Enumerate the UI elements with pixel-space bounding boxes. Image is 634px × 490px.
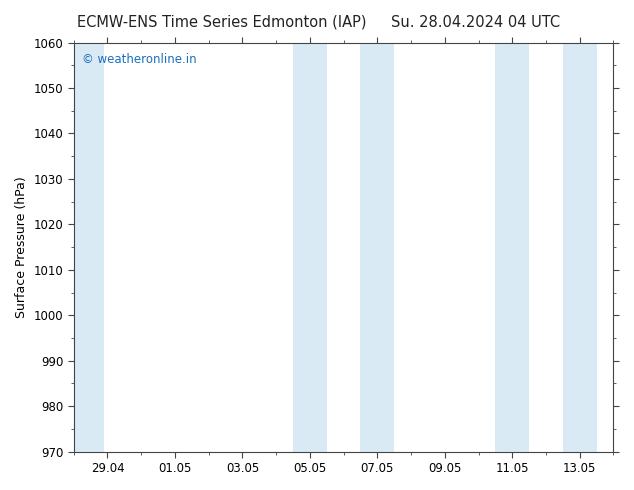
Text: ECMW-ENS Time Series Edmonton (IAP): ECMW-ENS Time Series Edmonton (IAP) [77,15,366,30]
Text: Su. 28.04.2024 04 UTC: Su. 28.04.2024 04 UTC [391,15,560,30]
Bar [293,43,327,452]
Y-axis label: Surface Pressure (hPa): Surface Pressure (hPa) [15,176,28,318]
Bar [495,43,529,452]
Bar [74,43,104,452]
Bar [361,43,394,452]
Bar [563,43,597,452]
Text: © weatheronline.in: © weatheronline.in [82,53,197,66]
